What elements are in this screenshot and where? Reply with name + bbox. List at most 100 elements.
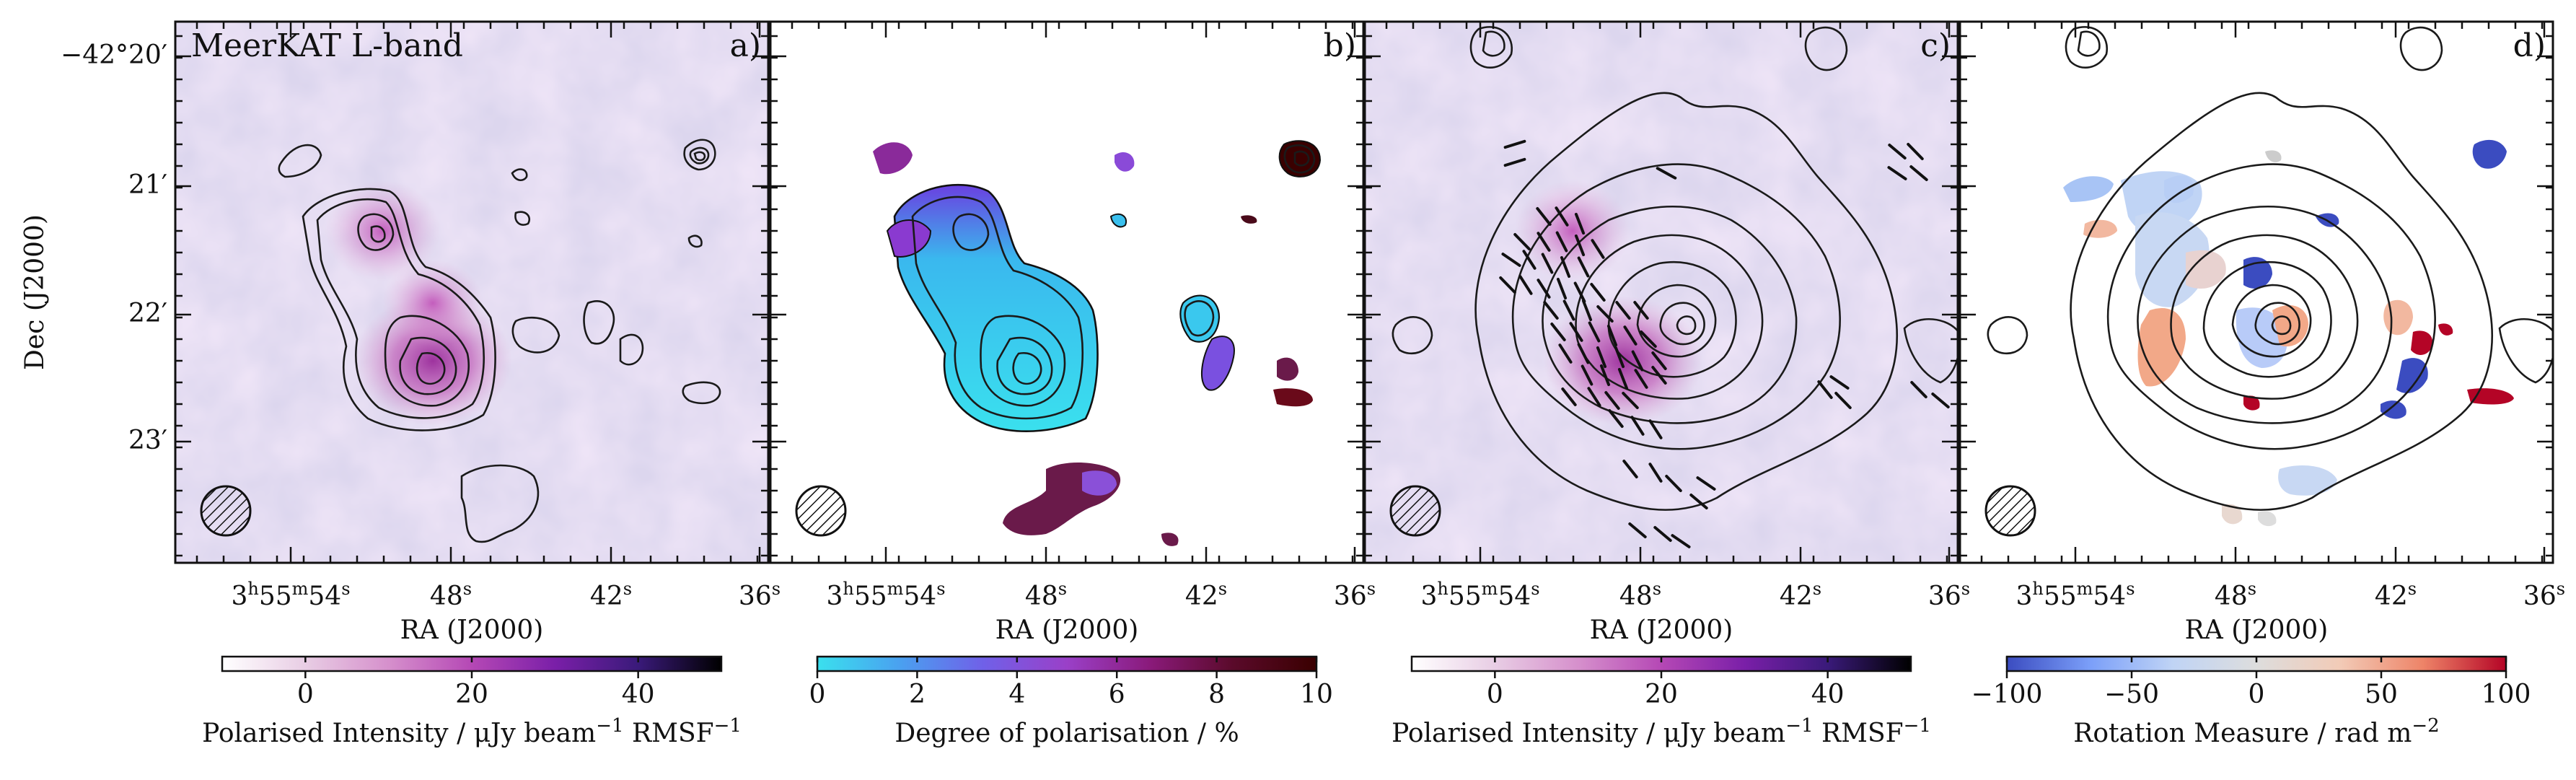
colorbar-b: [817, 657, 1316, 671]
beam-hatch-a: [200, 485, 252, 537]
x-axis-label-p2: RA (J2000): [1590, 615, 1733, 645]
panel-a-label: a): [730, 27, 761, 64]
polarisation-vector: [1501, 253, 1521, 267]
ra-tick-label-p1-1: 48s: [1025, 579, 1067, 611]
ra-tick-label-p3-2: 42s: [2375, 579, 2417, 611]
y-axis-label: Dec (J2000): [20, 214, 50, 370]
panel-d-background: [1960, 22, 2553, 563]
colorbar-tick-label-d: −50: [2104, 680, 2159, 709]
polarisation-vector: [1587, 387, 1601, 407]
polarisation-vector: [1581, 299, 1593, 322]
colorbar-tick-label-b: 4: [1008, 680, 1025, 709]
polarisation-vector: [1931, 392, 1950, 409]
colorbar-tick-label-a: 20: [455, 680, 488, 709]
ra-tick-label-p0-2: 42s: [590, 579, 632, 611]
polarisation-vector: [1591, 239, 1605, 259]
polarisation-vector: [1590, 283, 1606, 302]
panel-a: [175, 22, 768, 563]
colorbar-tick-label-c: 0: [1487, 680, 1503, 709]
polarisation-vector: [1581, 364, 1593, 386]
polarisation-vector: [1537, 232, 1551, 252]
polarisation-vector: [1536, 207, 1552, 226]
dec-tick-label-3: 23′: [128, 426, 167, 455]
panel-c-noise: [1365, 22, 1958, 563]
polarisation-vector: [1599, 364, 1611, 387]
polarisation-vector: [1573, 281, 1586, 303]
panel-b-islands: [873, 140, 1322, 546]
polarisation-vector: [1499, 276, 1516, 294]
colorbar-tick-label-c: 40: [1811, 680, 1845, 709]
polarisation-vector: [1623, 325, 1638, 346]
axis-ticks: [175, 22, 2553, 563]
panel-a-emission-mid: [382, 260, 483, 346]
colorbar-tick-label-a: 0: [297, 680, 314, 709]
panel-c: [1365, 22, 1958, 563]
polarisation-vector: [1628, 522, 1647, 539]
colorbar-tick-label-b: 10: [1300, 680, 1333, 709]
polarisation-vector: [1665, 474, 1682, 493]
polarisation-vector: [1910, 380, 1927, 399]
polarisation-vector: [1651, 366, 1667, 385]
ra-tick-label-p2-0: 3h55m54s: [1420, 579, 1539, 611]
ra-tick-label-p0-3: 36s: [739, 579, 781, 611]
colorbar-tick-label-d: 100: [2482, 680, 2531, 709]
polarisation-vector: [1513, 232, 1531, 251]
panel-b: [770, 22, 1363, 563]
polarisation-vector: [1608, 409, 1624, 428]
polarisation-vector: [1555, 231, 1568, 253]
panel-frames: [174, 20, 2554, 564]
colorbar-label-c: Polarised Intensity / μJy beam−1 RMSF−1: [1392, 715, 1931, 748]
beam-hatch-c: [1389, 485, 1441, 537]
polarisation-vector: [1574, 234, 1586, 257]
colorbar-tick-label-a: 40: [622, 680, 655, 709]
ra-tick-label-p0-0: 3h55m54s: [231, 579, 350, 611]
ra-tick-label-p2-1: 48s: [1619, 579, 1661, 611]
colorbar-c: [1412, 657, 1911, 671]
polarisation-vector: [1887, 166, 1907, 180]
colorbar-label-a: Polarised Intensity / μJy beam−1 RMSF−1: [202, 715, 742, 748]
panel-b-label: b): [1324, 27, 1356, 64]
ra-tick-label-p1-0: 3h55m54s: [826, 579, 945, 611]
polarisation-vector: [1606, 324, 1618, 347]
polarisation-vector: [1561, 387, 1577, 406]
colorbar-label-d: Rotation Measure / rad m−2: [2073, 715, 2439, 748]
polarisation-vector: [1651, 351, 1667, 370]
polarisation-vector: [1503, 157, 1526, 167]
panel-d-contours: [1987, 26, 2553, 511]
polarisation-vector: [1596, 304, 1614, 323]
colorbar-tick-label-d: 50: [2365, 680, 2398, 709]
polarisation-vector: [1633, 301, 1649, 320]
panel-c-vectors: [1499, 139, 1950, 548]
panel-a-emission-upper: [325, 180, 440, 281]
polarisation-vector: [1577, 256, 1590, 278]
colorbar-tick-label-b: 2: [909, 680, 926, 709]
polarisation-vector: [1689, 493, 1708, 510]
polarisation-vector: [1907, 142, 1924, 161]
polarisation-vector: [1622, 460, 1638, 478]
ra-tick-label-p3-0: 3h55m54s: [2015, 579, 2135, 611]
polarisation-vector: [1671, 534, 1691, 548]
polarisation-vector: [1615, 301, 1631, 320]
dec-tick-label-2: 22′: [128, 299, 167, 328]
polarisation-vector: [1617, 367, 1629, 390]
x-axis-label-p3: RA (J2000): [2185, 615, 2329, 645]
beam-hatch-d: [1984, 485, 2036, 537]
polarisation-vector: [1588, 321, 1601, 343]
ra-tick-label-p2-3: 36s: [1928, 579, 1970, 611]
colorbar-tick-label-b: 8: [1208, 680, 1225, 709]
polarisation-vector: [1558, 343, 1573, 364]
dec-tick-label-1: 21′: [128, 170, 167, 200]
polarisation-vector: [1574, 212, 1586, 235]
polarisation-vector: [1569, 322, 1583, 342]
polarisation-vector: [1622, 391, 1639, 410]
panel-d-label: d): [2513, 27, 2546, 64]
polarisation-vector: [1604, 391, 1620, 410]
colorbar-tick-label-c: 20: [1645, 680, 1678, 709]
polarisation-vector: [1656, 167, 1677, 180]
polarisation-vector: [1634, 369, 1648, 389]
panel-c-emission-main: [1544, 296, 1702, 426]
polarisation-vector: [1817, 380, 1833, 399]
polarisation-vector: [1560, 255, 1571, 279]
polarisation-vector: [1696, 476, 1716, 491]
